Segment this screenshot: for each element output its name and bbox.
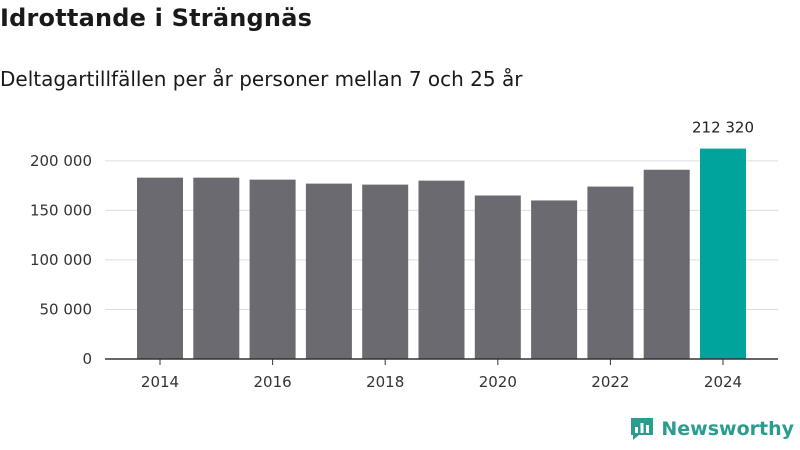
x-tick-label: 2016 bbox=[254, 373, 292, 391]
y-tick-label: 50 000 bbox=[40, 300, 93, 318]
x-tick-label: 2018 bbox=[366, 373, 404, 391]
bar-2019 bbox=[418, 180, 465, 359]
x-tick-label: 2014 bbox=[141, 373, 179, 391]
bar-2014 bbox=[137, 177, 183, 359]
bar-2017 bbox=[305, 183, 352, 359]
newsworthy-logo-icon bbox=[631, 418, 654, 440]
chart-title: Idrottande i Strängnäs bbox=[0, 4, 313, 32]
bar-2021 bbox=[531, 200, 578, 359]
data-label: 212 320 bbox=[692, 119, 754, 137]
x-tick-label: 2022 bbox=[591, 373, 629, 391]
brand-logo: Newsworthy bbox=[629, 416, 794, 442]
y-tick-label: 150 000 bbox=[30, 201, 92, 219]
chart-subtitle: Deltagartillfällen per år personer mella… bbox=[0, 67, 523, 91]
y-tick-label: 100 000 bbox=[30, 251, 92, 269]
bar-2016 bbox=[249, 179, 296, 359]
y-tick-label: 200 000 bbox=[30, 152, 92, 170]
x-tick-label: 2024 bbox=[704, 373, 742, 391]
x-tick-label: 2020 bbox=[479, 373, 517, 391]
bar-2022 bbox=[587, 186, 634, 359]
brand-name: Newsworthy bbox=[661, 418, 794, 440]
bar-2018 bbox=[362, 184, 409, 359]
bar-2024 bbox=[700, 148, 746, 359]
bar-2023 bbox=[643, 169, 690, 359]
bar-2020 bbox=[474, 195, 521, 359]
y-tick-label: 0 bbox=[82, 350, 92, 368]
bar-2015 bbox=[193, 177, 240, 359]
